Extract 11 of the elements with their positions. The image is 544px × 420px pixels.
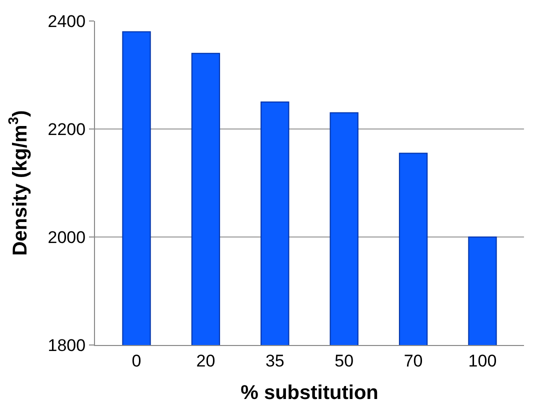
y-tick-label: 1800: [48, 336, 86, 355]
y-tick-label: 2000: [48, 228, 86, 247]
y-tick-label: 2200: [48, 120, 86, 139]
y-tick-label: 2400: [48, 12, 86, 31]
x-axis-title: % substitution: [240, 382, 378, 404]
x-tick-label: 70: [404, 351, 423, 370]
x-tick-label: 50: [334, 351, 354, 370]
x-tick-label: 20: [196, 351, 216, 370]
x-tick-label: 100: [468, 351, 497, 370]
x-tick-label: 0: [132, 351, 142, 370]
x-tick-label: 35: [265, 351, 284, 370]
